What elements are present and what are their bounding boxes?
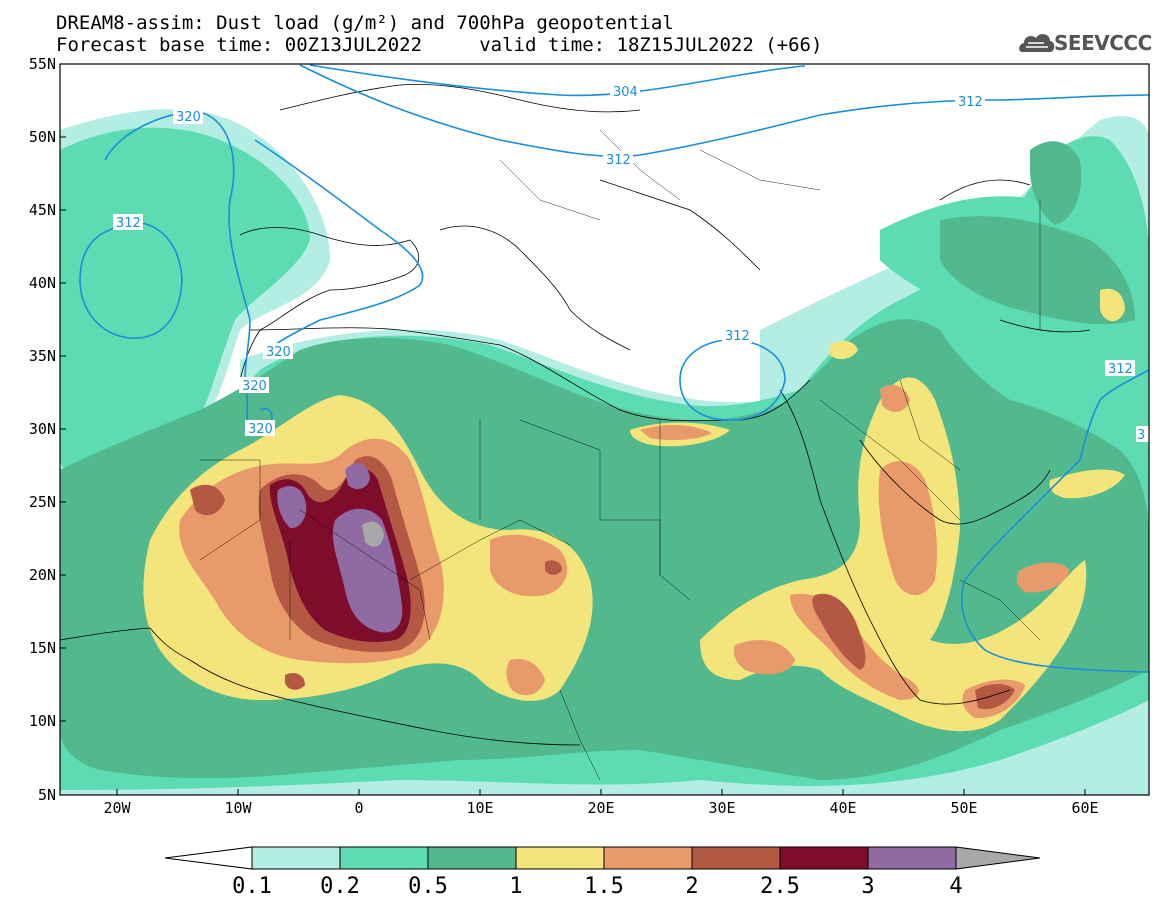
contour-label-312-c: 312	[958, 95, 983, 110]
lat-tick: 50N	[29, 128, 56, 146]
colorbar-label: 1.5	[584, 874, 624, 899]
lon-tick: 20E	[587, 799, 614, 817]
lat-tick: 35N	[29, 347, 56, 365]
colorbar-label: 0.1	[232, 874, 272, 899]
lat-tick: 10N	[29, 712, 56, 730]
lat-tick: 30N	[29, 420, 56, 438]
colorbar-swatch	[779, 846, 869, 870]
lat-tick: 20N	[29, 566, 56, 584]
lon-tick: 60E	[1071, 799, 1098, 817]
colorbar-label: 0.5	[408, 874, 448, 899]
colorbar-swatch	[427, 846, 517, 870]
lat-tick: 15N	[29, 639, 56, 657]
colorbar-min-triangle	[164, 846, 253, 870]
colorbar-swatch	[691, 846, 781, 870]
contour-label-304: 304	[613, 85, 638, 100]
lat-tick-labels: 55N 50N 45N 40N 35N 30N 25N 20N 15N 10N …	[29, 55, 56, 804]
contour-label-312-b: 312	[606, 153, 631, 168]
contour-label-320-b: 320	[266, 345, 291, 360]
contour-label-320-d: 320	[248, 422, 273, 437]
colorbar-swatch	[867, 846, 957, 870]
colorbar-swatch	[603, 846, 693, 870]
lon-tick: 30E	[708, 799, 735, 817]
lat-tick: 45N	[29, 201, 56, 219]
contour-labels: 320 312 304 312 312 312 312 320 320 320 …	[113, 83, 1149, 443]
contour-label-312-d: 312	[725, 329, 750, 344]
colorbar-label: 0.2	[320, 874, 360, 899]
colorbar-swatch	[515, 846, 605, 870]
dust-field	[60, 64, 1149, 795]
lat-tick: 40N	[29, 274, 56, 292]
chart-title: DREAM8-assim: Dust load (g/m²) and 700hP…	[56, 12, 674, 34]
lon-tick: 50E	[950, 799, 977, 817]
contour-label-3: 3	[1137, 428, 1145, 443]
colorbar-label: 4	[949, 874, 962, 899]
cloud-icon	[1019, 34, 1055, 52]
colorbar: 0.1 0.2 0.5 1 1.5 2 2.5 3 4	[164, 846, 1041, 899]
lon-tick: 0	[354, 799, 363, 817]
lat-tick: 55N	[29, 55, 56, 73]
colorbar-label: 2.5	[760, 874, 800, 899]
contour-label-312-e: 312	[1108, 362, 1133, 377]
colorbar-label: 2	[685, 874, 698, 899]
logo-text: SEEVCCC	[1054, 31, 1152, 55]
colorbar-label: 3	[861, 874, 874, 899]
lat-tick: 25N	[29, 493, 56, 511]
lon-tick: 10W	[224, 799, 252, 817]
colorbar-max-triangle	[955, 846, 1041, 870]
axis-ticks	[60, 136, 1086, 795]
contour-label-320-c: 320	[242, 379, 267, 394]
contour-label-320-a: 320	[176, 110, 201, 125]
colorbar-swatch	[339, 846, 429, 870]
colorbar-label: 1	[509, 874, 522, 899]
lon-tick: 10E	[466, 799, 493, 817]
contour-label-312-a: 312	[116, 216, 141, 231]
lon-tick: 20W	[103, 799, 131, 817]
chart-subtitle: Forecast base time: 00Z13JUL2022 valid t…	[56, 34, 823, 56]
lat-tick: 5N	[38, 786, 56, 804]
lon-tick-labels: 20W 10W 0 10E 20E 30E 40E 50E 60E	[103, 799, 1098, 817]
colorbar-swatch	[251, 846, 341, 870]
lon-tick: 40E	[829, 799, 856, 817]
